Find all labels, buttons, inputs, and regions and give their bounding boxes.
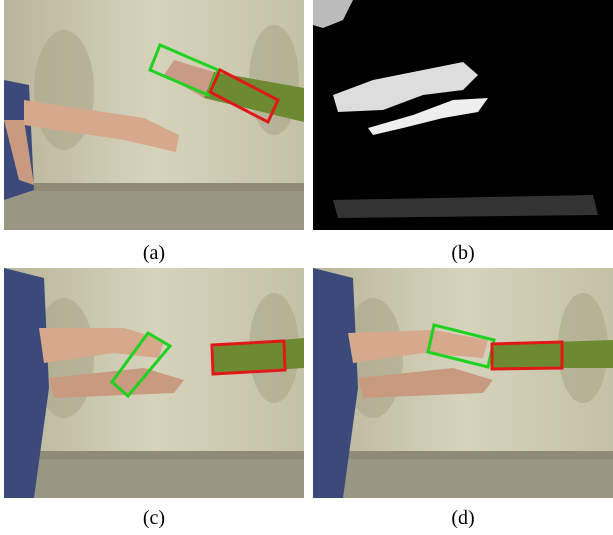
figure: (a) (b) (c) (d)	[0, 0, 613, 535]
panel-c	[4, 268, 304, 498]
caption: (b)	[451, 242, 474, 264]
caption: (c)	[143, 507, 165, 529]
caption: (d)	[451, 507, 474, 529]
panel-a	[4, 0, 304, 230]
caption: (a)	[143, 242, 165, 264]
panel-d	[313, 268, 613, 498]
panel-b	[313, 0, 613, 230]
